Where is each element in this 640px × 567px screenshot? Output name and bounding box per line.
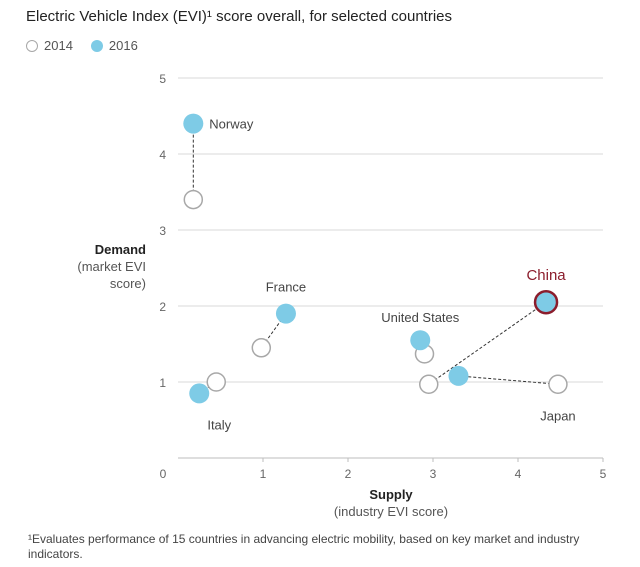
legend-swatch-2016 (90, 39, 103, 52)
country-label-italy: Italy (207, 417, 231, 432)
y-axis-title-sub2: score) (109, 276, 146, 291)
country-label-china: China (526, 267, 566, 284)
point-2016-france (275, 303, 296, 324)
point-2016-japan (448, 365, 469, 386)
legend-label-2014: 2014 (44, 38, 73, 53)
legend-label-2016: 2016 (108, 38, 138, 53)
x-tick-label-0: 0 (160, 467, 167, 481)
x-tick-label-1: 1 (260, 467, 267, 481)
point-2016-united-states (410, 330, 431, 351)
y-tick-label-4: 4 (159, 148, 166, 162)
point-2014-italy (206, 372, 226, 392)
arrow-china (430, 302, 546, 384)
point-2014-norway (183, 189, 204, 210)
y-axis-title: Demand (market EVI score) (77, 241, 146, 292)
y-tick-label-5: 5 (159, 72, 166, 86)
x-tick-label-3: 3 (430, 467, 437, 481)
chart-title: Electric Vehicle Index (EVI)¹ score over… (26, 8, 453, 25)
y-axis-title-sub1: (market EVI (77, 259, 146, 274)
arrow-japan (459, 373, 556, 385)
country-label-united-states: United States (381, 310, 460, 325)
point-2014-china (419, 374, 439, 395)
x-tick-label-4: 4 (515, 467, 522, 481)
legend-swatch-2014 (26, 39, 38, 52)
point-2014-japan (548, 374, 568, 395)
legend-item-2016: 2016 (90, 38, 138, 53)
x-axis-title-sub: (industry EVI score) (333, 504, 449, 519)
point-2016-norway (183, 113, 204, 134)
x-tick-label-5: 5 (600, 467, 607, 481)
country-label-france: France (266, 280, 306, 295)
y-tick-label-1: 1 (159, 376, 166, 390)
point-2016-china (533, 289, 559, 315)
x-axis-title-main: Supply (369, 487, 413, 502)
country-label-japan: Japan (540, 408, 575, 423)
y-tick-label-3: 3 (159, 224, 166, 238)
scatter-plot: 1 2 3 4 5 0 1 2 3 4 5 Norway France Italy United Stat… (159, 72, 607, 481)
y-tick-label-2: 2 (159, 300, 166, 314)
point-2014-france (251, 338, 272, 358)
x-tick-label-2: 2 (345, 467, 352, 481)
x-axis-title: Supply (industry EVI score) (334, 486, 448, 520)
country-label-norway: Norway (209, 117, 254, 132)
point-2016-italy (189, 383, 210, 404)
chart-legend: 2014 2016 (26, 38, 156, 53)
footnote: ¹Evaluates performance of 15 countries i… (28, 532, 580, 561)
legend-item-2014: 2014 (26, 38, 73, 53)
y-axis-title-main: Demand (94, 242, 146, 257)
